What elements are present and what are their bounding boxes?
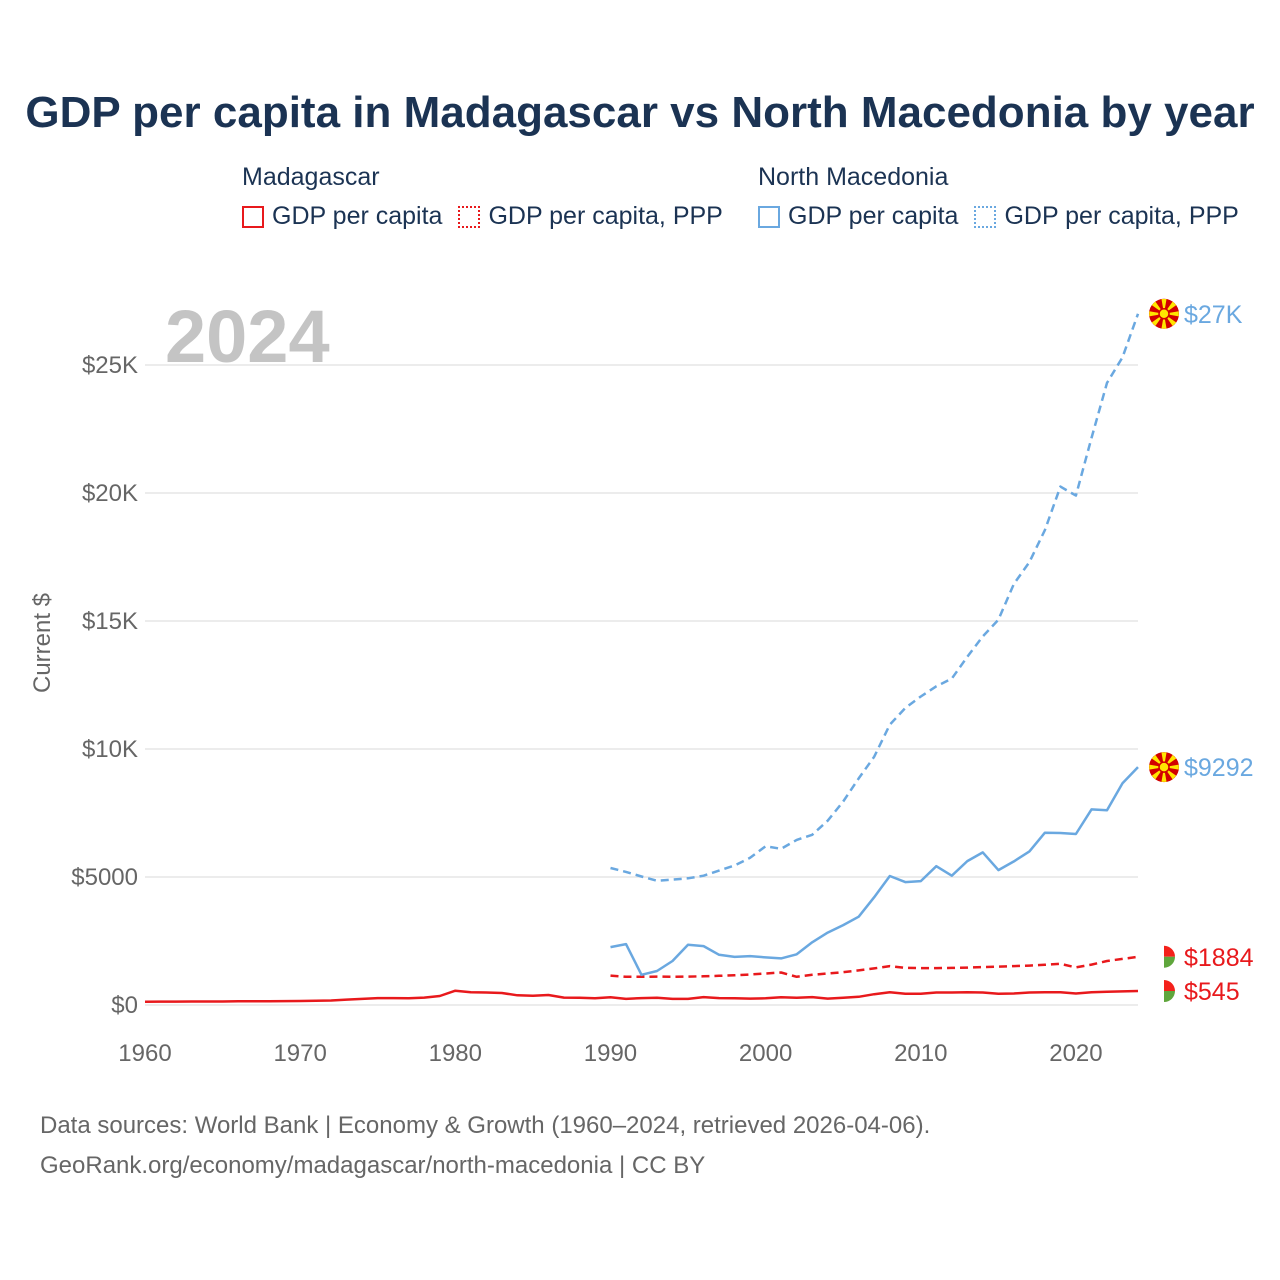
- flag-red-band: [1164, 980, 1175, 992]
- series-line-north_macedonia[interactable]: [610, 766, 1139, 977]
- y-tick-label: $20K: [82, 480, 138, 507]
- legend-item-label: GDP per capita, PPP: [488, 202, 723, 230]
- flag-sun: [1158, 308, 1170, 320]
- flag-sun-ray: [1164, 764, 1179, 770]
- series-line-madagascar[interactable]: [144, 989, 1139, 1003]
- legend-group-name: Madagascar: [242, 163, 380, 191]
- flag-sun-ray: [1161, 313, 1167, 329]
- flag-sun-ray: [1161, 767, 1167, 782]
- legend-item-label: GDP per capita, PPP: [1004, 202, 1239, 230]
- x-tick-label: 2020: [1049, 1040, 1102, 1067]
- flag-sun-ray: [1161, 752, 1167, 768]
- legend-item-label: GDP per capita: [272, 202, 443, 230]
- chart-title: GDP per capita in Madagascar vs North Ma…: [25, 88, 1255, 137]
- end-value-label: $1884: [1184, 944, 1254, 972]
- legend-item-label: GDP per capita: [788, 202, 959, 230]
- x-tick-label: 2000: [739, 1040, 792, 1067]
- flag-green-band: [1164, 991, 1175, 1003]
- legend-swatch-solid: [242, 205, 264, 228]
- legend-swatch-solid: [758, 205, 780, 228]
- y-tick-label: $5000: [71, 864, 138, 891]
- year-label: 2024: [165, 295, 330, 378]
- data-source-note: Data sources: World Bank | Economy & Gro…: [40, 1106, 930, 1186]
- legend-item-madagascar-gdp-ppp[interactable]: GDP per capita, PPP: [458, 202, 723, 231]
- endpoint-flag-north_macedonia: [1149, 298, 1179, 329]
- flag-white-band: [1153, 945, 1164, 968]
- y-axis-label: Current $: [29, 593, 56, 693]
- legend-group-name: North Macedonia: [758, 163, 949, 191]
- flag-sun-ray: [1161, 299, 1167, 314]
- source-line-1: Data sources: World Bank | Economy & Gro…: [40, 1112, 931, 1139]
- series-line-madagascar-ppp[interactable]: [610, 955, 1139, 979]
- legend-item-north-macedonia-gdp[interactable]: GDP per capita: [758, 202, 958, 231]
- flag-sun-ray: [1149, 764, 1164, 770]
- end-value-label: $545: [1184, 978, 1240, 1006]
- end-value-label: $9292: [1184, 754, 1254, 782]
- flag-green-band: [1164, 956, 1175, 968]
- y-tick-label: $15K: [82, 608, 138, 635]
- flag-red-band: [1164, 945, 1175, 957]
- flag-sun-ray: [1149, 311, 1164, 317]
- end-value-label: $27K: [1184, 301, 1243, 329]
- endpoint-flag-madagascar: [1153, 945, 1175, 968]
- x-tick-label: 1980: [429, 1040, 482, 1067]
- legend-swatch-dotted: [458, 205, 481, 228]
- source-line-2: GeoRank.org/economy/madagascar/north-mac…: [40, 1152, 706, 1179]
- x-tick-label: 1970: [273, 1040, 326, 1067]
- legend-item-madagascar-gdp[interactable]: GDP per capita: [242, 202, 442, 231]
- flag-white-band: [1153, 980, 1164, 1003]
- y-tick-label: $25K: [82, 352, 138, 379]
- y-tick-label: $0: [111, 992, 138, 1019]
- x-tick-label: 1990: [584, 1040, 637, 1067]
- endpoint-flag-north_macedonia: [1149, 752, 1179, 783]
- x-tick-label: 2010: [894, 1040, 947, 1067]
- legend-group-madagascar: Madagascar GDP per capita GDP per capita…: [242, 160, 739, 231]
- series-line-north_macedonia-ppp[interactable]: [610, 313, 1140, 883]
- legend-group-north-macedonia: North Macedonia GDP per capita GDP per c…: [758, 160, 1255, 231]
- flag-sun: [1158, 761, 1170, 773]
- legend-item-north-macedonia-gdp-ppp[interactable]: GDP per capita, PPP: [974, 202, 1239, 231]
- y-tick-label: $10K: [82, 736, 138, 763]
- x-tick-label: 1960: [118, 1040, 171, 1067]
- endpoint-flag-madagascar: [1153, 980, 1175, 1003]
- flag-sun-ray: [1164, 311, 1179, 317]
- legend-swatch-dotted: [974, 205, 997, 228]
